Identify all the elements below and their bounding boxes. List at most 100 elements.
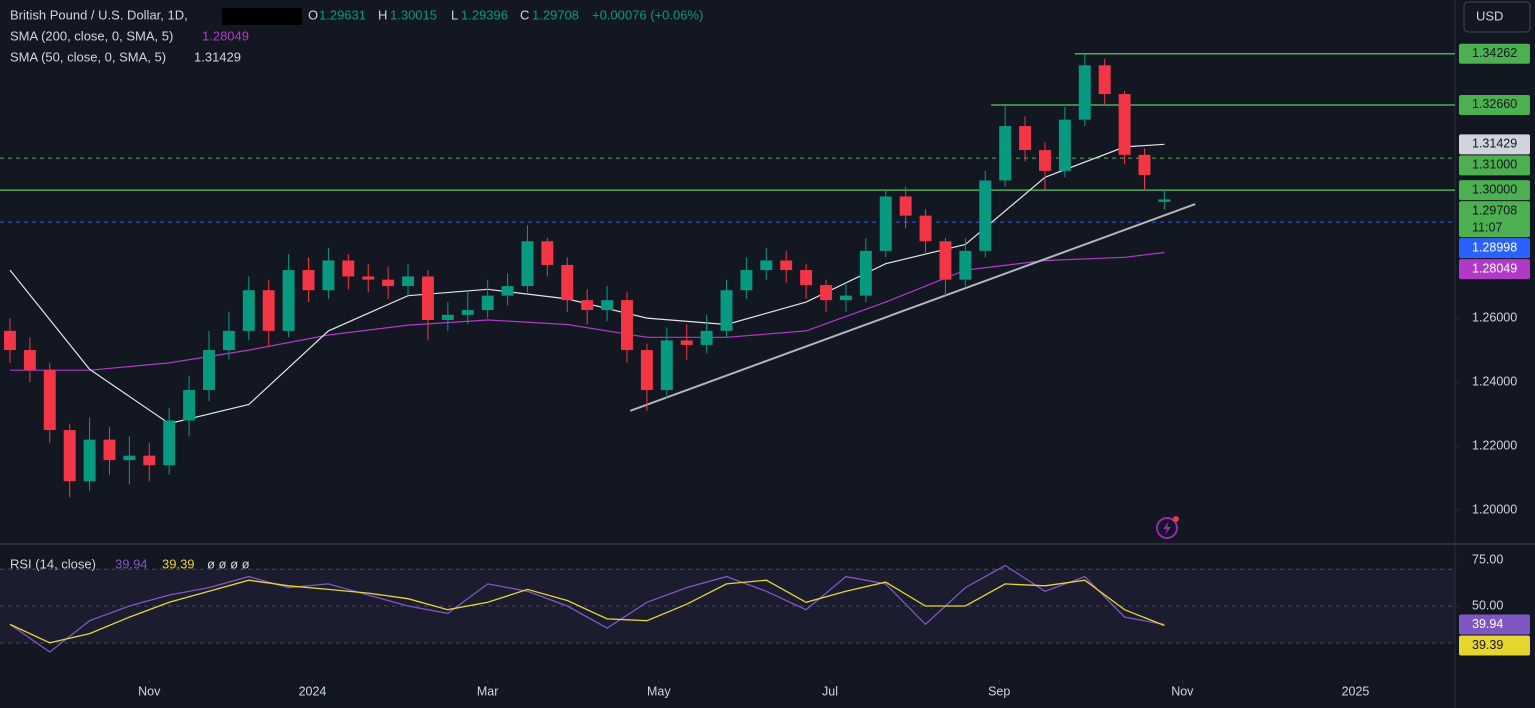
candle-body (1158, 199, 1171, 202)
candle-body (282, 270, 295, 331)
legend: British Pound / U.S. Dollar, 1D, O 1.296… (10, 7, 703, 571)
candle-body (839, 295, 852, 301)
candle-body (402, 276, 415, 287)
candle-body (262, 290, 275, 331)
candle-body (720, 290, 733, 331)
candle-body (163, 420, 176, 466)
candle-body (820, 285, 832, 301)
ohlc-letter: O (308, 7, 318, 22)
trend-line (629, 203, 1196, 412)
candle-body (660, 340, 673, 391)
candle-body (939, 241, 952, 280)
candle-body (640, 350, 653, 391)
rsi-background (0, 568, 1455, 644)
price-tag-label: 39.94 (1472, 617, 1503, 631)
price-tag (1459, 43, 1530, 64)
price-tag (1459, 201, 1530, 238)
candle-body (203, 350, 215, 391)
candle-body (441, 314, 454, 320)
candle-body (979, 180, 992, 251)
candle-body (601, 300, 614, 311)
symbol-title: British Pound / U.S. Dollar, 1D, (10, 7, 188, 22)
candle-body (322, 260, 335, 291)
x-tick-label: 2025 (1342, 684, 1370, 698)
price-tag (1459, 155, 1530, 176)
x-tick-label: Nov (138, 684, 161, 698)
candle-body (382, 279, 395, 287)
price-tag-label: 1.34262 (1472, 46, 1517, 60)
price-tag (1459, 238, 1530, 259)
candle-body (302, 270, 315, 291)
price-tag-label: 1.32660 (1472, 97, 1517, 111)
candle-body (183, 390, 196, 421)
currency-label[interactable]: USD (1476, 8, 1503, 23)
high-value: 1.30015 (390, 7, 437, 22)
candle-body (1118, 94, 1131, 155)
x-tick-label: Sep (988, 684, 1010, 698)
button-frame[interactable] (1463, 1, 1531, 33)
price-tag-label: 39.39 (1472, 638, 1503, 652)
ohlc-letter: H (378, 7, 387, 22)
alert-icon[interactable] (1156, 516, 1179, 539)
candle-body (760, 260, 773, 271)
candle-body (63, 430, 76, 482)
ohlc-letter: L (451, 7, 458, 22)
y-tick-label: 1.22000 (1472, 438, 1517, 452)
candle-body (521, 241, 534, 287)
candle-body (222, 330, 235, 351)
y-tick-label: 1.26000 (1472, 310, 1517, 324)
candle-body (103, 439, 116, 461)
rsi-legend: RSI (14, close) (10, 556, 96, 571)
sma-value: 1.28049 (202, 28, 249, 43)
x-tick-label: 2024 (299, 684, 327, 698)
candle-body (680, 340, 693, 345)
candle-body (43, 370, 56, 431)
x-tick-label: Jul (822, 684, 838, 698)
icon-dot[interactable] (1173, 516, 1179, 522)
y-tick-label: 1.24000 (1472, 374, 1517, 388)
icon-bolt[interactable] (1163, 521, 1171, 535)
candle-body (143, 455, 156, 466)
candle-body (700, 330, 713, 345)
candle-body (3, 330, 16, 351)
candle-body (621, 300, 633, 351)
candle-body (83, 439, 96, 482)
candle-body (501, 286, 514, 296)
candle-body (780, 260, 793, 271)
rsi-tick-label: 50.00 (1472, 598, 1503, 612)
candle-body (1039, 150, 1051, 171)
candle-body (859, 250, 872, 296)
x-tick-label: Mar (477, 684, 499, 698)
sma-legend: SMA (50, close, 0, SMA, 5) (10, 49, 166, 64)
rsi-line (9, 564, 1165, 653)
icon-ring[interactable] (1156, 517, 1178, 539)
candle-body (1138, 154, 1151, 176)
price-tag-label: 1.28049 (1472, 261, 1517, 275)
price-tag-label: 1.31000 (1472, 158, 1517, 172)
candle-body (421, 276, 434, 320)
candle-body (999, 126, 1012, 181)
sma-value: 1.31429 (194, 49, 241, 64)
rsi-extra: ø ø ø ø (207, 556, 250, 571)
change: +0.00076 (+0.06%) (592, 7, 703, 22)
x-tick-label: May (647, 684, 671, 698)
candle-body (561, 264, 574, 301)
currency-button[interactable]: USD (1463, 1, 1531, 33)
rsi-value: 39.94 (115, 556, 148, 571)
x-tick-label: Nov (1171, 684, 1194, 698)
candle-body (461, 310, 474, 315)
price-tag-label: 1.29708 (1472, 203, 1517, 217)
candle-body (362, 276, 375, 280)
candle-body (1098, 65, 1111, 95)
ohlc-letter: C (520, 7, 529, 22)
candle-body (242, 290, 255, 331)
candle-body (23, 350, 36, 371)
candle-body (919, 215, 932, 242)
candle-body (899, 196, 912, 216)
candle-body (1078, 65, 1091, 120)
rsi-ma-value: 39.39 (162, 556, 195, 571)
candle-body (1058, 119, 1071, 171)
candle-body (581, 300, 594, 311)
